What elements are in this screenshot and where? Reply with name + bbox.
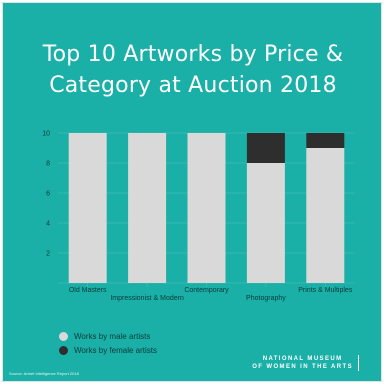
chart-title: Top 10 Artworks by Price & Category at A… [3, 39, 383, 101]
legend-swatch-male [59, 331, 68, 341]
museum-logo: NATIONAL MUSEUM OF WOMEN IN THE ARTS [252, 355, 359, 371]
bar-male-1 [128, 133, 167, 283]
chart-title-line-2: Category at Auction 2018 [49, 73, 337, 98]
source-note: Source: Artnet Intelligence Report 2018 [9, 371, 79, 376]
legend-item-female: Works by female artists [59, 343, 157, 357]
y-tick-label-10: 10 [42, 131, 50, 138]
legend-swatch-female [59, 345, 68, 355]
legend-label-male: Works by male artists [74, 331, 151, 341]
bar-male-4 [306, 148, 345, 283]
y-tick-label-2: 2 [46, 251, 50, 258]
x-category-label-2: Contemporary [184, 287, 229, 294]
legend-item-male: Works by male artists [59, 329, 157, 343]
y-tick-label-8: 8 [46, 161, 50, 168]
logo-line-1: NATIONAL MUSEUM [262, 356, 343, 362]
x-category-label-4: Prints & Multiples [298, 287, 353, 294]
bar-female-4 [306, 133, 345, 148]
legend: Works by male artists Works by female ar… [59, 329, 157, 357]
bar-male-0 [68, 133, 107, 283]
bar-male-3 [246, 163, 285, 283]
y-tick-label-6: 6 [46, 191, 50, 198]
x-category-label-1: Impressionist & Modern [110, 295, 184, 302]
logo-line-2: OF WOMEN IN THE ARTS [252, 364, 353, 370]
y-tick-label-4: 4 [46, 221, 50, 228]
bar-female-3 [246, 133, 285, 163]
x-category-label-3: Photography [246, 295, 286, 302]
bar-male-2 [187, 133, 226, 283]
chart-title-line-1: Top 10 Artworks by Price & [42, 42, 344, 67]
x-category-label-0: Old Masters [69, 287, 107, 294]
infographic-panel: Top 10 Artworks by Price & Category at A… [2, 2, 382, 382]
legend-label-female: Works by female artists [74, 345, 157, 355]
